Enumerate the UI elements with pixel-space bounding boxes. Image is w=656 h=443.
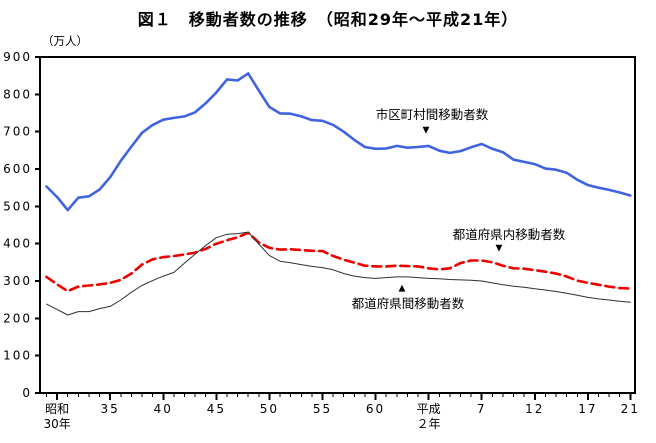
annotation-label-inter-prefecture: 都道府県間移動者数 bbox=[351, 295, 465, 311]
series-line-1 bbox=[45, 231, 632, 293]
x-tick-label: 35 bbox=[101, 402, 120, 416]
x-tick-label: 平成２年 bbox=[417, 402, 441, 431]
series-line-2 bbox=[46, 231, 631, 316]
y-tick-label: 600 bbox=[3, 162, 32, 176]
y-tick-label: 100 bbox=[3, 349, 32, 363]
x-tick-label: 60 bbox=[366, 402, 385, 416]
x-tick-label: 昭和 30年 bbox=[43, 402, 70, 431]
y-tick-label: 0 bbox=[22, 386, 32, 400]
y-tick-label: 700 bbox=[3, 125, 32, 139]
x-tick-label: 17 bbox=[578, 402, 597, 416]
y-tick-label: 900 bbox=[3, 50, 32, 64]
x-tick-label: 40 bbox=[154, 402, 173, 416]
down-triangle-marker-icon: ▼ bbox=[422, 125, 430, 136]
y-tick-label: 200 bbox=[3, 311, 32, 325]
x-tick-label: 55 bbox=[313, 402, 332, 416]
y-tick-label: 500 bbox=[3, 199, 32, 213]
x-tick-label: 50 bbox=[260, 402, 279, 416]
x-tick-label: 45 bbox=[207, 402, 226, 416]
series-line-0 bbox=[45, 72, 632, 212]
x-tick-label: 12 bbox=[525, 402, 544, 416]
annotation-label-intra-prefecture: 都道府県内移動者数 bbox=[452, 226, 566, 242]
y-tick-label: 400 bbox=[3, 237, 32, 251]
x-tick-label: 21 bbox=[621, 402, 640, 416]
x-tick-label: 7 bbox=[477, 402, 487, 416]
annotation-label-municipal: 市区町村間移動者数 bbox=[375, 106, 489, 122]
y-tick-label: 800 bbox=[3, 87, 32, 101]
down-triangle-marker-icon: ▼ bbox=[495, 243, 503, 254]
chart-title: 図１ 移動者数の推移 （昭和29年～平成21年） bbox=[137, 10, 519, 29]
y-axis-unit-label: （万人） bbox=[42, 34, 88, 48]
plot-border bbox=[39, 56, 636, 394]
y-tick-label: 300 bbox=[3, 274, 32, 288]
up-triangle-marker-icon: ▲ bbox=[398, 283, 406, 294]
